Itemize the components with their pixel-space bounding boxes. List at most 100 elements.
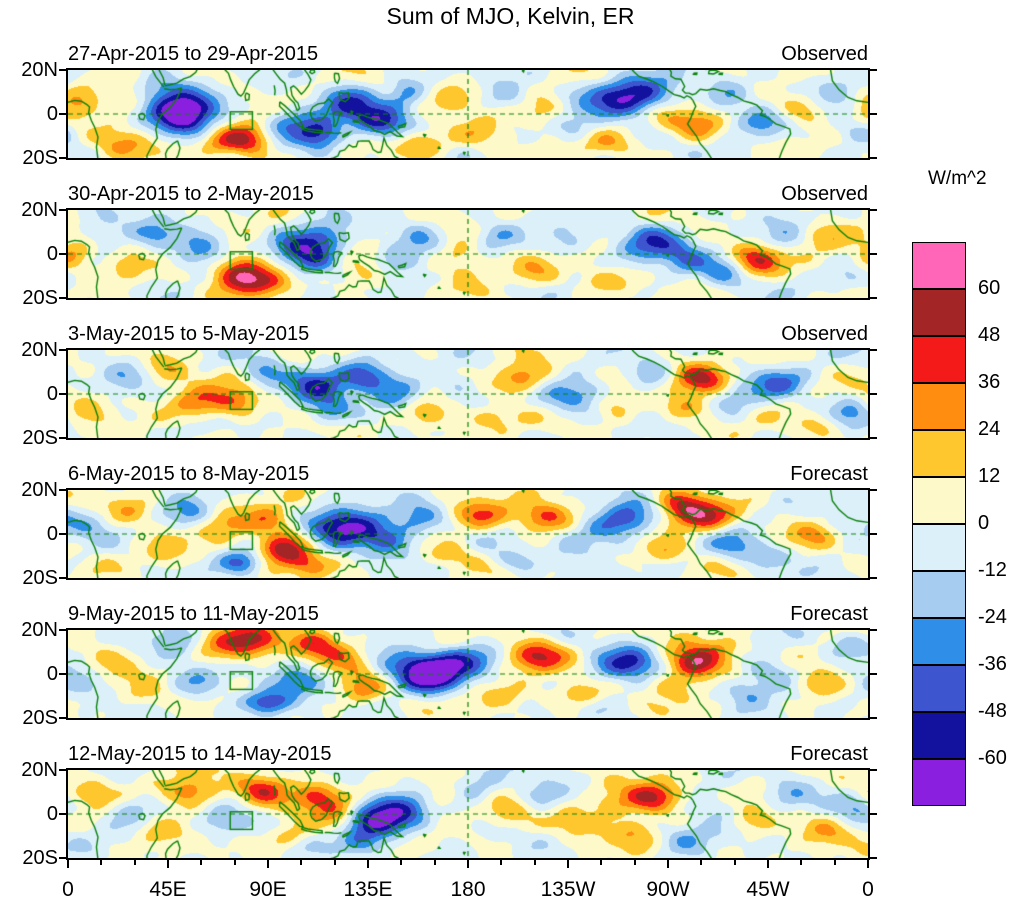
y-axis-tick	[59, 157, 66, 159]
panel-kind-label: Forecast	[790, 603, 868, 625]
x-axis-tick	[467, 860, 469, 868]
y-axis-tick	[870, 253, 877, 255]
y-axis-tick	[870, 437, 877, 439]
panel-kind-label: Observed	[781, 183, 868, 205]
colorbar-segment	[912, 383, 966, 430]
y-axis-label: 20N	[21, 759, 58, 781]
colorbar-tick-label: -24	[978, 606, 1007, 628]
map-panel-1	[66, 68, 870, 160]
panel-kind-label: Observed	[781, 43, 868, 65]
colorbar-tick-label: 60	[978, 277, 1001, 299]
colorbar-tick-label: 48	[978, 324, 1001, 346]
y-axis-tick	[59, 533, 66, 535]
colorbar-segment	[912, 289, 966, 336]
x-axis-tick	[667, 860, 669, 868]
y-axis-tick	[59, 209, 66, 211]
colorbar-segment	[912, 430, 966, 477]
panel-header: 3-May-2015 to 5-May-2015 Observed	[68, 322, 868, 346]
y-axis-tick	[870, 857, 877, 859]
panel-header: 9-May-2015 to 11-May-2015 Forecast	[68, 602, 868, 626]
y-axis-label: 20S	[22, 567, 58, 589]
y-axis-tick	[870, 769, 877, 771]
x-axis-label: 0	[862, 878, 874, 901]
colorbar-segment	[912, 665, 966, 712]
colorbar-segment	[912, 477, 966, 524]
panel-date-range: 27-Apr-2015 to 29-Apr-2015	[68, 43, 319, 65]
x-axis-tick	[300, 860, 303, 865]
x-axis-label: 180	[450, 878, 486, 901]
x-axis-tick	[133, 860, 136, 865]
colorbar-tick-label: 0	[978, 512, 990, 534]
x-axis-tick	[67, 860, 69, 868]
x-axis-tick	[700, 860, 703, 865]
x-axis-tick	[233, 860, 236, 865]
panel-header: 30-Apr-2015 to 2-May-2015 Observed	[68, 182, 868, 206]
y-axis-label: 20S	[22, 287, 58, 309]
panel-date-range: 12-May-2015 to 14-May-2015	[68, 743, 332, 765]
x-axis-tick	[333, 860, 336, 865]
colorbar-segment	[912, 618, 966, 665]
colorbar-segment	[912, 242, 966, 289]
y-axis-tick	[870, 489, 877, 491]
y-axis-tick	[59, 349, 66, 351]
panel-header: 6-May-2015 to 8-May-2015 Forecast	[68, 462, 868, 486]
y-axis-label: 0	[46, 663, 58, 685]
map-panel-4	[66, 488, 870, 580]
x-axis-label: 135W	[540, 878, 596, 901]
x-axis-tick	[400, 860, 403, 865]
panel-kind-label: Forecast	[790, 743, 868, 765]
colorbar-segment	[912, 524, 966, 571]
x-axis-tick	[600, 860, 603, 865]
y-axis-tick	[870, 577, 877, 579]
y-axis-tick	[59, 629, 66, 631]
y-axis-tick	[870, 349, 877, 351]
colorbar-segment	[912, 336, 966, 383]
x-axis-tick	[267, 860, 269, 868]
colorbar-unit-label: W/m^2	[928, 168, 987, 189]
colorbar-tick-label: 24	[978, 418, 1001, 440]
x-axis-tick	[167, 860, 169, 868]
panel-date-range: 30-Apr-2015 to 2-May-2015	[68, 183, 314, 205]
y-axis-tick	[59, 673, 66, 675]
y-axis-tick	[870, 533, 877, 535]
y-axis-tick	[870, 209, 877, 211]
colorbar-segment	[912, 712, 966, 759]
y-axis-label: 20S	[22, 147, 58, 169]
y-axis-label: 0	[46, 383, 58, 405]
x-axis-label: 90E	[249, 878, 287, 901]
colorbar-tick-label: 36	[978, 371, 1001, 393]
x-axis-label: 135E	[343, 878, 393, 901]
y-axis-label: 20N	[21, 339, 58, 361]
panel-kind-label: Observed	[781, 323, 868, 345]
y-axis-tick	[870, 813, 877, 815]
x-axis-label: 0	[62, 878, 74, 901]
y-axis-tick	[59, 393, 66, 395]
y-axis-label: 0	[46, 103, 58, 125]
y-axis-tick	[59, 253, 66, 255]
y-axis-tick	[870, 69, 877, 71]
y-axis-label: 20N	[21, 619, 58, 641]
y-axis-tick	[59, 437, 66, 439]
panel-header: 12-May-2015 to 14-May-2015 Forecast	[68, 742, 868, 766]
x-axis-tick	[533, 860, 536, 865]
y-axis-tick	[870, 393, 877, 395]
y-axis-tick	[870, 629, 877, 631]
y-axis-tick	[59, 297, 66, 299]
y-axis-label: 20N	[21, 199, 58, 221]
y-axis-label: 20N	[21, 59, 58, 81]
colorbar-segment	[912, 759, 966, 806]
y-axis-tick	[870, 157, 877, 159]
y-axis-label: 0	[46, 523, 58, 545]
colorbar-tick-label: 12	[978, 465, 1001, 487]
x-axis-label: 45E	[149, 878, 187, 901]
panel-date-range: 9-May-2015 to 11-May-2015	[68, 603, 319, 625]
colorbar-segment	[912, 571, 966, 618]
y-axis-label: 0	[46, 803, 58, 825]
y-axis-label: 0	[46, 243, 58, 265]
panel-date-range: 6-May-2015 to 8-May-2015	[68, 463, 310, 485]
panel-kind-label: Forecast	[790, 463, 868, 485]
x-axis-tick	[767, 860, 769, 868]
x-axis-tick	[867, 860, 869, 868]
panel-date-range: 3-May-2015 to 5-May-2015	[68, 323, 310, 345]
